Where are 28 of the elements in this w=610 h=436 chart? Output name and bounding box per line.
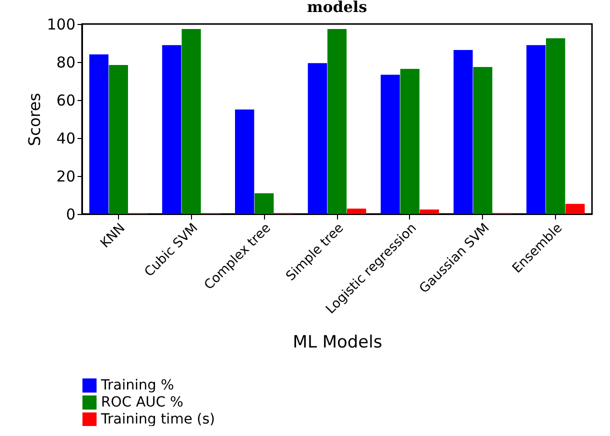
y-tick-label: 100	[46, 16, 76, 34]
bar	[420, 209, 439, 214]
bar	[400, 68, 420, 214]
bar	[327, 28, 347, 214]
bar	[346, 208, 366, 214]
y-tick-label: 60	[56, 92, 76, 110]
chart-title: models	[306, 0, 368, 16]
bar	[182, 28, 201, 214]
bar	[308, 63, 328, 214]
bar	[546, 38, 566, 214]
legend-label: Training %	[100, 378, 174, 394]
bar	[380, 74, 400, 214]
bar	[473, 66, 492, 214]
y-tick-label: 0	[66, 206, 76, 224]
y-tick-label: 40	[56, 130, 76, 148]
x-axis-title: ML Models	[292, 332, 382, 352]
bar	[235, 110, 254, 214]
bar	[89, 54, 108, 214]
bar	[526, 45, 546, 214]
y-tick-label: 20	[56, 168, 76, 186]
bar	[566, 204, 585, 214]
bar	[162, 45, 182, 214]
y-axis-title: Scores	[24, 92, 44, 146]
bar	[254, 193, 274, 214]
bar	[108, 65, 128, 214]
y-tick-label: 80	[56, 54, 76, 72]
legend-label: ROC AUC %	[101, 394, 184, 410]
bar	[454, 50, 473, 214]
